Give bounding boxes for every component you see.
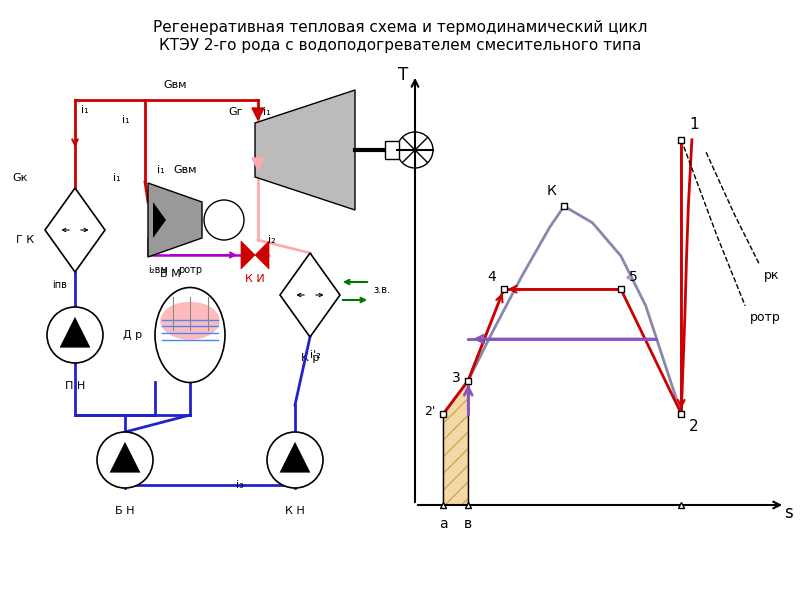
- Circle shape: [204, 200, 244, 240]
- Polygon shape: [59, 317, 90, 347]
- Text: В М: В М: [160, 269, 180, 279]
- Text: Г К: Г К: [16, 235, 34, 245]
- Text: Gг: Gг: [229, 107, 243, 117]
- Polygon shape: [153, 202, 166, 238]
- Text: i₁: i₁: [158, 165, 165, 175]
- Polygon shape: [443, 380, 468, 505]
- Text: 2': 2': [424, 405, 435, 418]
- Text: T: T: [398, 66, 408, 84]
- Circle shape: [97, 432, 153, 488]
- Text: Gвм: Gвм: [174, 165, 197, 175]
- Text: 4: 4: [487, 270, 496, 284]
- Polygon shape: [280, 253, 340, 337]
- Circle shape: [397, 132, 433, 168]
- Circle shape: [267, 432, 323, 488]
- Text: i₂вм: i₂вм: [148, 265, 168, 275]
- Text: 1: 1: [690, 117, 699, 132]
- Polygon shape: [252, 108, 264, 120]
- Polygon shape: [241, 241, 255, 269]
- Ellipse shape: [160, 302, 220, 340]
- Text: Г Т: Г Т: [294, 143, 315, 157]
- Text: i₁: i₁: [263, 107, 270, 117]
- Text: 3: 3: [451, 371, 460, 385]
- Text: s: s: [784, 504, 792, 522]
- Polygon shape: [255, 90, 355, 210]
- Text: i₁: i₁: [113, 173, 121, 183]
- Polygon shape: [45, 188, 105, 272]
- Text: П Н: П Н: [65, 381, 85, 391]
- Text: а: а: [439, 517, 448, 531]
- Polygon shape: [255, 241, 269, 269]
- Text: 2: 2: [690, 419, 699, 434]
- Text: 5: 5: [629, 270, 638, 284]
- Polygon shape: [148, 183, 202, 257]
- Polygon shape: [252, 158, 264, 170]
- Text: К Н: К Н: [285, 506, 305, 516]
- Text: i₂: i₂: [268, 235, 276, 245]
- Text: К: К: [546, 184, 556, 198]
- Text: Д р: Д р: [123, 330, 142, 340]
- Circle shape: [47, 307, 103, 363]
- Text: i'₂: i'₂: [310, 350, 321, 360]
- Text: в: в: [464, 517, 472, 531]
- Text: i₁: i₁: [122, 115, 130, 125]
- Text: Б Н: Б Н: [115, 506, 134, 516]
- Bar: [385, 141, 399, 159]
- Text: i₁: i₁: [81, 105, 89, 115]
- Text: ротр: ротр: [750, 311, 781, 324]
- Text: з.в.: з.в.: [373, 285, 390, 295]
- Text: рк: рк: [764, 269, 780, 283]
- Text: КТЭУ 2-го рода с водоподогревателем смесительного типа: КТЭУ 2-го рода с водоподогревателем смес…: [159, 38, 641, 53]
- Text: ротр: ротр: [178, 265, 202, 275]
- Polygon shape: [110, 442, 141, 473]
- Text: i₃: i₃: [236, 480, 244, 490]
- Polygon shape: [280, 442, 310, 473]
- Text: К р: К р: [301, 353, 319, 363]
- Text: iпв: iпв: [52, 280, 67, 290]
- Text: Gк: Gк: [12, 173, 28, 183]
- Text: К И: К И: [245, 274, 265, 284]
- Text: Регенеративная тепловая схема и термодинамический цикл: Регенеративная тепловая схема и термодин…: [153, 20, 647, 35]
- Text: Gвм: Gвм: [163, 80, 186, 90]
- Ellipse shape: [155, 287, 225, 383]
